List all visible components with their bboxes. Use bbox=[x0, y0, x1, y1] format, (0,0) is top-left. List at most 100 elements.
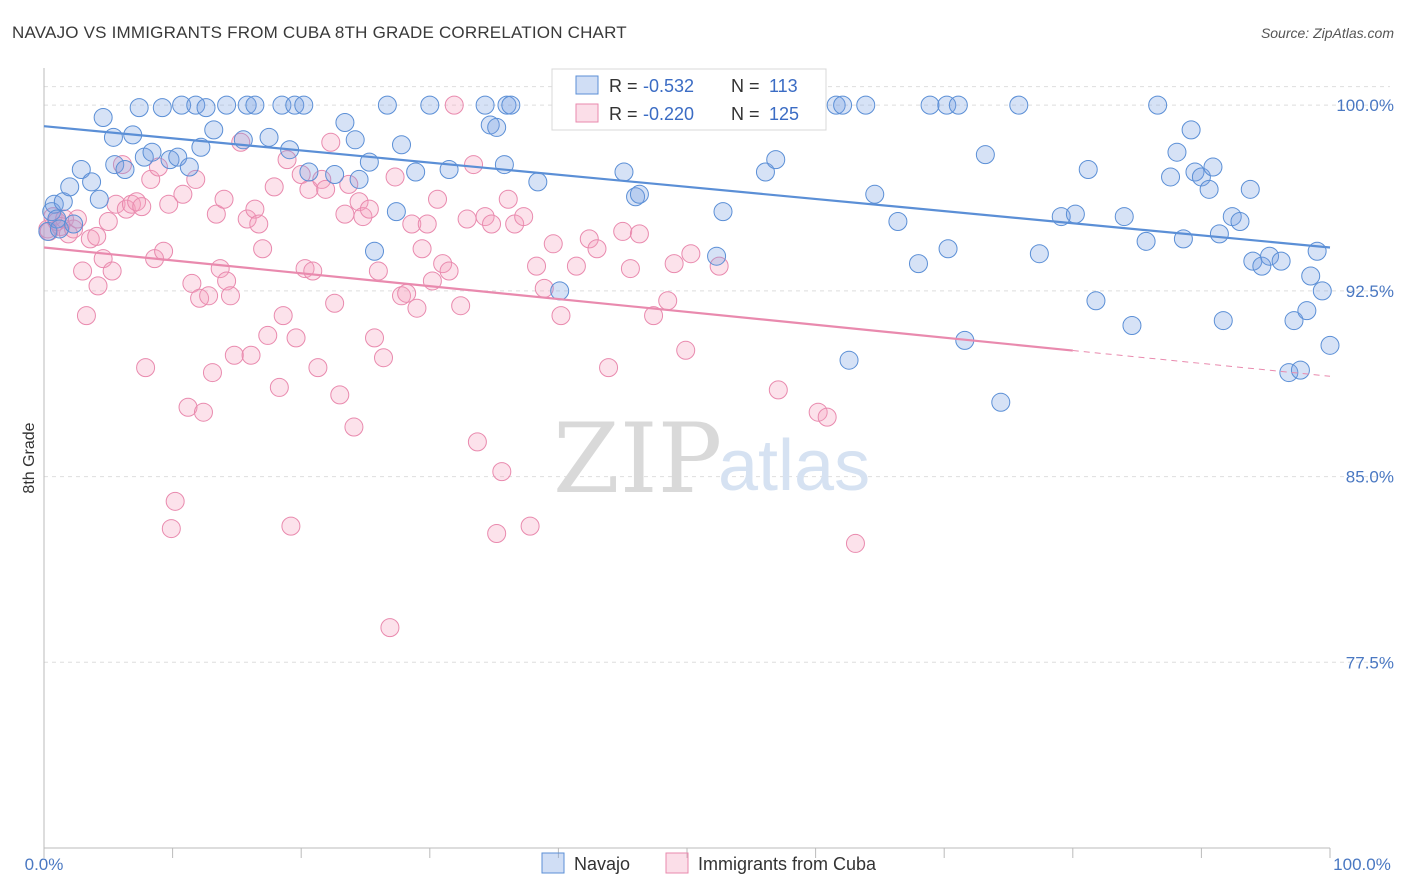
point-navajo-102 bbox=[1209, 224, 1229, 244]
point-navajo-103 bbox=[1213, 311, 1233, 331]
point-cuba-42 bbox=[217, 271, 237, 291]
point-cuba-89 bbox=[444, 95, 464, 115]
point-cuba-30 bbox=[165, 491, 185, 511]
legend-r-value-navajo: -0.532 bbox=[643, 76, 694, 96]
point-cuba-45 bbox=[231, 132, 251, 152]
point-cuba-31 bbox=[173, 184, 193, 204]
point-cuba-62 bbox=[308, 358, 328, 378]
trend-line-cuba bbox=[43, 246, 1073, 352]
point-navajo-115 bbox=[1301, 266, 1321, 286]
legend-r-value-cuba: -0.220 bbox=[643, 104, 694, 124]
trend-line-cuba-extension bbox=[1072, 350, 1331, 377]
point-navajo-12 bbox=[103, 127, 123, 147]
point-navajo-38 bbox=[325, 164, 345, 184]
point-cuba-105 bbox=[551, 306, 571, 326]
point-navajo-26 bbox=[196, 98, 216, 118]
point-cuba-70 bbox=[344, 417, 364, 437]
point-cuba-83 bbox=[412, 239, 432, 259]
point-cuba-121 bbox=[817, 407, 837, 427]
point-cuba-46 bbox=[237, 209, 257, 229]
point-navajo-89 bbox=[1086, 291, 1106, 311]
point-cuba-113 bbox=[644, 306, 664, 326]
point-cuba-107 bbox=[579, 229, 599, 249]
point-cuba-96 bbox=[487, 524, 507, 544]
series-legend: Navajo Immigrants from Cuba bbox=[541, 852, 877, 874]
legend-n-value-navajo: 113 bbox=[769, 76, 798, 96]
watermark-zip: ZIP bbox=[553, 403, 722, 515]
point-navajo-22 bbox=[172, 95, 192, 115]
point-navajo-98 bbox=[1185, 162, 1205, 182]
point-cuba-119 bbox=[768, 380, 788, 400]
point-cuba-72 bbox=[353, 207, 373, 227]
point-navajo-74 bbox=[865, 184, 885, 204]
point-navajo-47 bbox=[406, 162, 426, 182]
point-navajo-70 bbox=[826, 95, 846, 115]
point-cuba-109 bbox=[599, 358, 619, 378]
point-cuba-82 bbox=[407, 298, 427, 318]
point-cuba-101 bbox=[520, 516, 540, 536]
legend-r-label-cuba: R = bbox=[609, 104, 638, 124]
point-cuba-69 bbox=[339, 174, 359, 194]
point-navajo-52 bbox=[487, 117, 507, 137]
y-tick-labels: 100.0% 92.5% 85.0% 77.5% bbox=[1336, 96, 1394, 672]
point-navajo-43 bbox=[365, 241, 385, 261]
point-cuba-52 bbox=[264, 177, 284, 197]
point-navajo-94 bbox=[1161, 167, 1181, 187]
stats-legend: R = -0.532 N = 113 R = -0.220 N = 125 bbox=[551, 68, 827, 131]
point-cuba-61 bbox=[303, 261, 323, 281]
point-navajo-28 bbox=[217, 95, 237, 115]
point-navajo-23 bbox=[179, 157, 199, 177]
point-navajo-108 bbox=[1252, 256, 1272, 276]
point-cuba-122 bbox=[845, 533, 865, 553]
legend-n-label-cuba: N = bbox=[731, 104, 760, 124]
point-navajo-14 bbox=[115, 160, 135, 180]
point-cuba-54 bbox=[273, 306, 293, 326]
point-navajo-78 bbox=[937, 95, 957, 115]
point-cuba-38 bbox=[202, 363, 222, 383]
point-navajo-19 bbox=[152, 98, 172, 118]
point-navajo-8 bbox=[71, 160, 91, 180]
chart-source: Source: ZipAtlas.com bbox=[1261, 25, 1394, 41]
point-navajo-46 bbox=[392, 135, 412, 155]
point-navajo-56 bbox=[528, 172, 548, 192]
point-cuba-108 bbox=[587, 239, 607, 259]
point-navajo-84 bbox=[1009, 95, 1029, 115]
point-navajo-67 bbox=[755, 162, 775, 182]
point-cuba-48 bbox=[245, 199, 265, 219]
point-cuba-39 bbox=[206, 204, 226, 224]
point-navajo-30 bbox=[237, 95, 257, 115]
legend-swatch-cuba bbox=[575, 103, 599, 123]
legend-swatch-navajo bbox=[575, 75, 599, 95]
point-navajo-50 bbox=[475, 95, 495, 115]
point-navajo-18 bbox=[142, 142, 162, 162]
point-navajo-60 bbox=[614, 162, 634, 182]
point-navajo-80 bbox=[948, 95, 968, 115]
point-cuba-51 bbox=[258, 325, 278, 345]
point-cuba-43 bbox=[220, 286, 240, 306]
point-navajo-62 bbox=[629, 184, 649, 204]
point-navajo-9 bbox=[82, 172, 102, 192]
point-navajo-79 bbox=[938, 239, 958, 259]
point-navajo-39 bbox=[335, 112, 355, 132]
point-cuba-87 bbox=[433, 254, 453, 274]
point-cuba-24 bbox=[141, 169, 161, 189]
point-cuba-57 bbox=[286, 328, 306, 348]
point-cuba-34 bbox=[186, 169, 206, 189]
point-cuba-78 bbox=[385, 167, 405, 187]
point-cuba-7 bbox=[64, 219, 84, 239]
point-cuba-47 bbox=[241, 345, 261, 365]
point-cuba-84 bbox=[417, 214, 437, 234]
point-navajo-71 bbox=[833, 95, 853, 115]
point-navajo-44 bbox=[377, 95, 397, 115]
point-navajo-106 bbox=[1240, 179, 1260, 199]
point-cuba-50 bbox=[253, 239, 273, 259]
point-cuba-102 bbox=[527, 256, 547, 276]
point-navajo-73 bbox=[856, 95, 876, 115]
y-tick-label-2: 85.0% bbox=[1346, 468, 1394, 487]
point-navajo-40 bbox=[345, 130, 365, 150]
point-cuba-110 bbox=[613, 221, 633, 241]
point-navajo-76 bbox=[908, 254, 928, 274]
point-cuba-33 bbox=[182, 273, 202, 293]
point-navajo-7 bbox=[64, 214, 84, 234]
